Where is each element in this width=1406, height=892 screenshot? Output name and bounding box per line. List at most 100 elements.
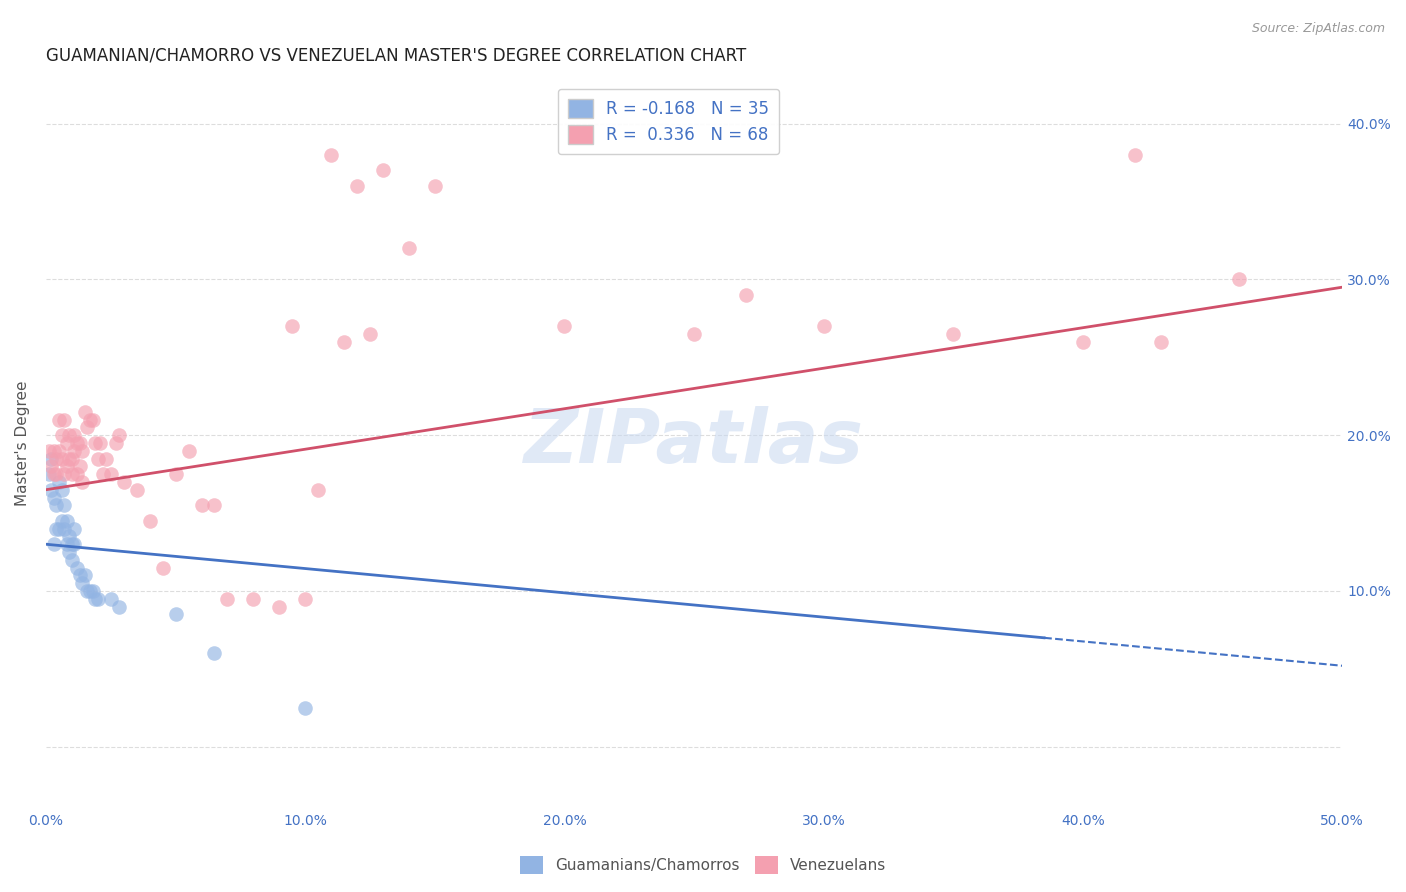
Point <box>51 451 73 466</box>
Point <box>423 178 446 193</box>
Point <box>48 412 70 426</box>
Point <box>82 412 104 426</box>
Point <box>55 514 77 528</box>
Point <box>48 475 70 489</box>
Point <box>60 467 83 482</box>
Point <box>58 529 80 543</box>
Point <box>553 319 575 334</box>
Point <box>359 326 381 341</box>
Point <box>125 483 148 497</box>
Point <box>53 522 76 536</box>
Point <box>735 288 758 302</box>
Point <box>45 522 67 536</box>
Point <box>53 412 76 426</box>
Point <box>1150 334 1173 349</box>
Point <box>89 436 111 450</box>
Point <box>100 467 122 482</box>
Point <box>58 545 80 559</box>
Text: Source: ZipAtlas.com: Source: ZipAtlas.com <box>1251 22 1385 36</box>
Point <box>177 443 200 458</box>
Point <box>100 591 122 606</box>
Point <box>82 584 104 599</box>
Point <box>51 483 73 497</box>
Point <box>66 560 89 574</box>
Point <box>45 498 67 512</box>
Point <box>63 443 86 458</box>
Point <box>94 451 117 466</box>
Point <box>91 467 114 482</box>
Point <box>76 584 98 599</box>
Point <box>217 591 239 606</box>
Point <box>63 522 86 536</box>
Point <box>104 436 127 450</box>
Point <box>1227 272 1250 286</box>
Point <box>76 420 98 434</box>
Point <box>72 475 94 489</box>
Point <box>42 491 65 505</box>
Point <box>294 591 316 606</box>
Point <box>58 451 80 466</box>
Point <box>73 405 96 419</box>
Point <box>55 537 77 551</box>
Point <box>398 241 420 255</box>
Point <box>66 467 89 482</box>
Point <box>72 443 94 458</box>
Point <box>87 591 110 606</box>
Text: ZIPatlas: ZIPatlas <box>524 407 865 480</box>
Point <box>321 148 343 162</box>
Point <box>307 483 329 497</box>
Point <box>346 178 368 193</box>
Point <box>84 436 107 450</box>
Point <box>51 428 73 442</box>
Point <box>165 467 187 482</box>
Point <box>38 467 60 482</box>
Point <box>138 514 160 528</box>
Point <box>333 334 356 349</box>
Point <box>42 467 65 482</box>
Point <box>294 701 316 715</box>
Point <box>371 163 394 178</box>
Point <box>69 568 91 582</box>
Point <box>107 428 129 442</box>
Point <box>87 451 110 466</box>
Point <box>38 443 60 458</box>
Point <box>1071 334 1094 349</box>
Point <box>55 436 77 450</box>
Point <box>48 522 70 536</box>
Point <box>55 459 77 474</box>
Point <box>60 537 83 551</box>
Point <box>112 475 135 489</box>
Legend: Guamanians/Chamorros, Venezuelans: Guamanians/Chamorros, Venezuelans <box>513 850 893 880</box>
Point <box>942 326 965 341</box>
Point <box>69 436 91 450</box>
Point <box>165 607 187 622</box>
Point <box>45 467 67 482</box>
Point <box>281 319 304 334</box>
Point <box>53 498 76 512</box>
Point <box>48 443 70 458</box>
Point <box>204 646 226 660</box>
Point <box>66 436 89 450</box>
Point <box>51 514 73 528</box>
Point <box>42 443 65 458</box>
Point <box>269 599 291 614</box>
Point <box>190 498 212 512</box>
Point <box>84 591 107 606</box>
Point <box>79 584 101 599</box>
Point <box>73 568 96 582</box>
Point <box>69 459 91 474</box>
Point <box>204 498 226 512</box>
Point <box>72 576 94 591</box>
Point <box>42 537 65 551</box>
Y-axis label: Master's Degree: Master's Degree <box>15 380 30 506</box>
Point <box>45 451 67 466</box>
Point <box>813 319 835 334</box>
Point <box>63 537 86 551</box>
Point <box>79 412 101 426</box>
Text: GUAMANIAN/CHAMORRO VS VENEZUELAN MASTER'S DEGREE CORRELATION CHART: GUAMANIAN/CHAMORRO VS VENEZUELAN MASTER'… <box>46 46 747 64</box>
Point <box>53 467 76 482</box>
Point <box>60 553 83 567</box>
Point <box>39 459 62 474</box>
Point <box>60 451 83 466</box>
Point <box>63 428 86 442</box>
